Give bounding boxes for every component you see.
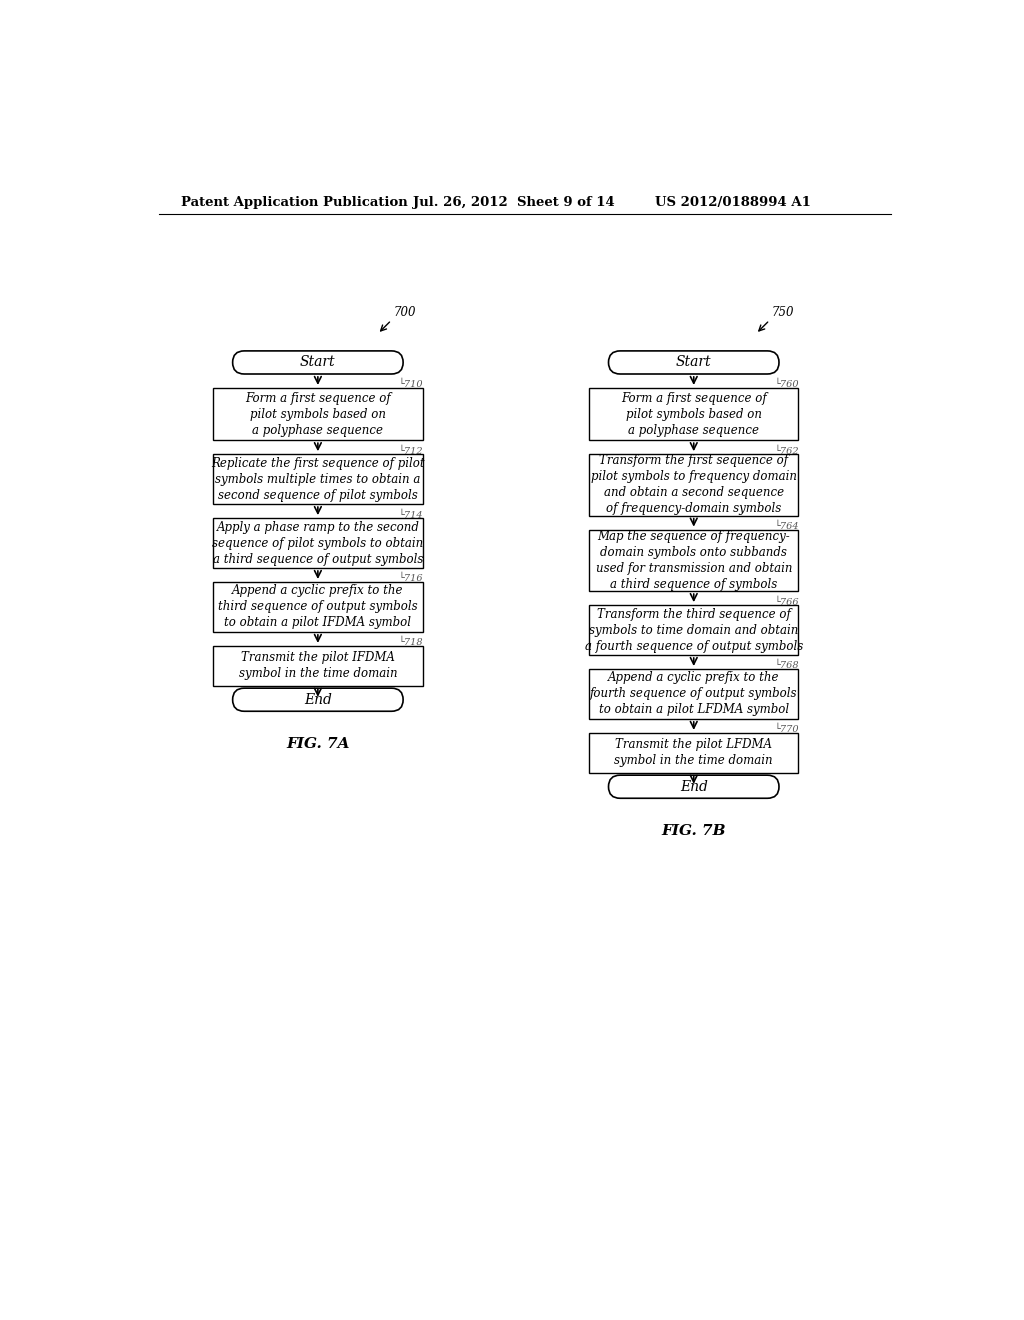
Text: End: End <box>304 693 332 706</box>
Text: Map the sequence of frequency-
domain symbols onto subbands
used for transmissio: Map the sequence of frequency- domain sy… <box>596 529 792 591</box>
Text: End: End <box>680 780 708 793</box>
FancyBboxPatch shape <box>213 517 423 568</box>
Text: └766: └766 <box>774 597 799 607</box>
Text: 750: 750 <box>772 305 795 318</box>
Text: Form a first sequence of
pilot symbols based on
a polyphase sequence: Form a first sequence of pilot symbols b… <box>245 392 391 437</box>
Text: Append a cyclic prefix to the
fourth sequence of output symbols
to obtain a pilo: Append a cyclic prefix to the fourth seq… <box>590 672 798 717</box>
Text: Sheet 9 of 14: Sheet 9 of 14 <box>517 195 614 209</box>
FancyBboxPatch shape <box>213 388 423 441</box>
Text: Jul. 26, 2012: Jul. 26, 2012 <box>414 195 508 209</box>
FancyBboxPatch shape <box>589 388 799 441</box>
FancyBboxPatch shape <box>589 669 799 719</box>
Text: └718: └718 <box>398 638 423 647</box>
Text: └768: └768 <box>774 661 799 671</box>
FancyBboxPatch shape <box>589 605 799 655</box>
Text: └710: └710 <box>398 380 423 389</box>
Text: └762: └762 <box>774 446 799 455</box>
Text: └716: └716 <box>398 574 423 583</box>
Text: Start: Start <box>300 355 336 370</box>
FancyBboxPatch shape <box>232 688 403 711</box>
Text: Transmit the pilot IFDMA
symbol in the time domain: Transmit the pilot IFDMA symbol in the t… <box>239 651 397 680</box>
FancyBboxPatch shape <box>589 733 799 774</box>
Text: Transform the third sequence of
symbols to time domain and obtain
a fourth seque: Transform the third sequence of symbols … <box>585 607 803 652</box>
Text: Form a first sequence of
pilot symbols based on
a polyphase sequence: Form a first sequence of pilot symbols b… <box>621 392 767 437</box>
Text: └770: └770 <box>774 725 799 734</box>
FancyBboxPatch shape <box>232 351 403 374</box>
FancyBboxPatch shape <box>608 775 779 799</box>
Text: Transform the first sequence of
pilot symbols to frequency domain
and obtain a s: Transform the first sequence of pilot sy… <box>591 454 797 515</box>
FancyBboxPatch shape <box>213 582 423 632</box>
Text: FIG. 7A: FIG. 7A <box>286 737 349 751</box>
FancyBboxPatch shape <box>589 454 799 516</box>
Text: Patent Application Publication: Patent Application Publication <box>180 195 408 209</box>
Text: Apply a phase ramp to the second
sequence of pilot symbols to obtain
a third seq: Apply a phase ramp to the second sequenc… <box>212 520 424 565</box>
Text: Append a cyclic prefix to the
third sequence of output symbols
to obtain a pilot: Append a cyclic prefix to the third sequ… <box>218 585 418 630</box>
Text: Replicate the first sequence of pilot
symbols multiple times to obtain a
second : Replicate the first sequence of pilot sy… <box>211 457 425 502</box>
Text: 700: 700 <box>394 305 417 318</box>
FancyBboxPatch shape <box>608 351 779 374</box>
FancyBboxPatch shape <box>213 454 423 504</box>
Text: US 2012/0188994 A1: US 2012/0188994 A1 <box>655 195 811 209</box>
Text: FIG. 7B: FIG. 7B <box>662 824 726 838</box>
Text: └760: └760 <box>774 380 799 389</box>
Text: └714: └714 <box>398 510 423 520</box>
Text: └764: └764 <box>774 521 799 531</box>
Text: Transmit the pilot LFDMA
symbol in the time domain: Transmit the pilot LFDMA symbol in the t… <box>614 738 773 767</box>
FancyBboxPatch shape <box>213 645 423 686</box>
Text: └712: └712 <box>398 446 423 455</box>
Text: Start: Start <box>676 355 712 370</box>
FancyBboxPatch shape <box>589 529 799 591</box>
